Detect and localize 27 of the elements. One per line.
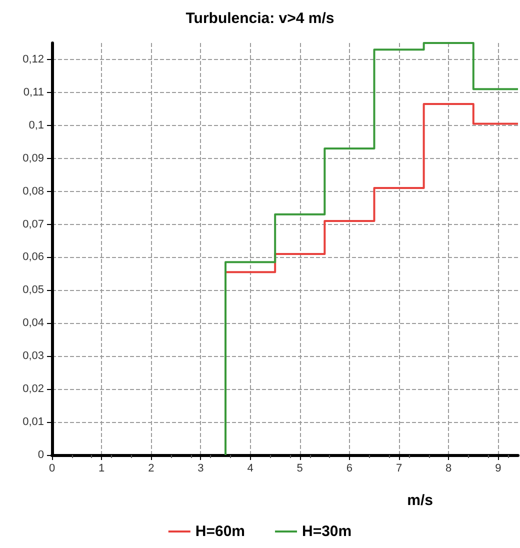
y-tick-label: 0,1 bbox=[28, 119, 44, 132]
chart-title: Turbulencia: v>4 m/s bbox=[186, 10, 334, 27]
legend-label: H=60m bbox=[195, 523, 246, 540]
legend-label: H=30m bbox=[302, 523, 352, 540]
y-tick-label: 0,06 bbox=[22, 251, 44, 264]
y-tick-label: 0,02 bbox=[22, 383, 44, 396]
x-tick-label: 9 bbox=[495, 462, 502, 474]
x-tick-label: 6 bbox=[346, 462, 353, 474]
y-tick-label: 0,09 bbox=[22, 152, 44, 164]
y-tick-label: 0,05 bbox=[22, 284, 44, 296]
x-axis-title: m/s bbox=[407, 492, 433, 509]
y-tick-label: 0,03 bbox=[22, 350, 44, 362]
y-tick-label: 0,12 bbox=[22, 53, 44, 66]
x-tick-label: 1 bbox=[98, 462, 105, 474]
x-tick-label: 8 bbox=[446, 462, 452, 474]
y-tick-label: 0,11 bbox=[23, 86, 44, 98]
x-tick-label: 2 bbox=[148, 462, 154, 474]
y-tick-label: 0,08 bbox=[22, 185, 44, 198]
y-tick-label: 0,04 bbox=[22, 317, 44, 330]
y-tick-label: 0,07 bbox=[22, 218, 44, 230]
x-tick-label: 5 bbox=[296, 462, 303, 474]
x-tick-label: 4 bbox=[247, 462, 254, 474]
y-tick-label: 0 bbox=[38, 449, 44, 461]
x-tick-label: 3 bbox=[198, 462, 204, 474]
y-tick-label: 0,01 bbox=[22, 416, 44, 428]
x-tick-label: 7 bbox=[396, 462, 402, 474]
x-tick-label: 0 bbox=[48, 462, 56, 474]
